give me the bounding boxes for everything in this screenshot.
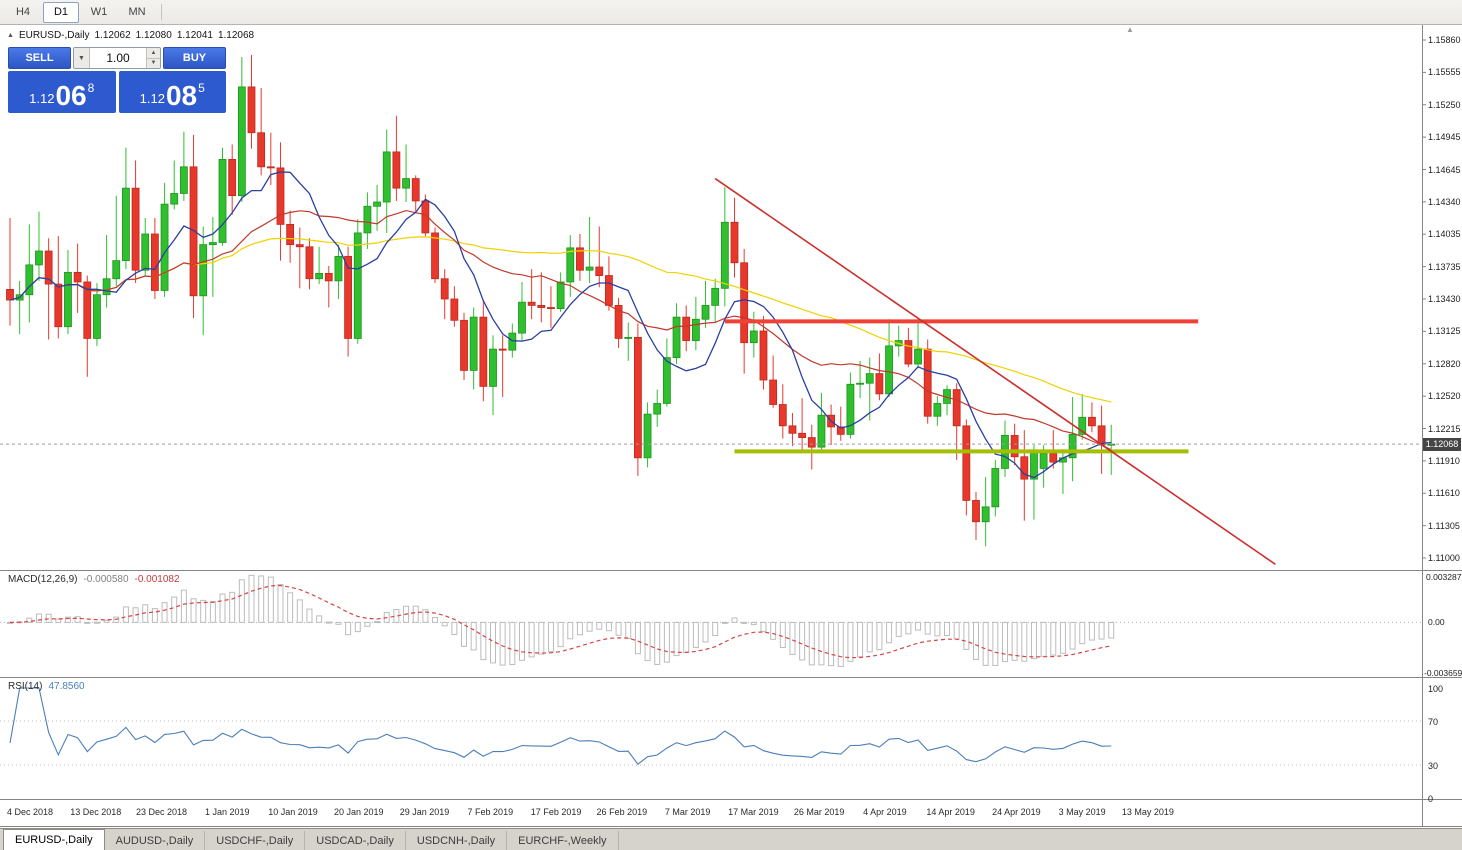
ohlc-close: 1.12068 — [217, 30, 255, 41]
tab-eurusd-daily[interactable]: EURUSD-,Daily — [3, 829, 105, 850]
timeframe-button-h4[interactable]: H4 — [15, 6, 31, 18]
ohlc-low: 1.12041 — [176, 30, 213, 41]
timeframe-button-w1[interactable]: W1 — [90, 6, 108, 18]
rsi-name: RSI(14) — [8, 681, 43, 692]
chart-tabs-bar: EURUSD-,Daily AUDUSD-,Daily USDCHF-,Dail… — [0, 828, 1462, 850]
chart-shift-marker-icon[interactable]: ▲ — [1126, 25, 1134, 34]
sell-price-head: 1.12 — [29, 91, 55, 106]
macd-value-main: -0.000580 — [83, 574, 129, 585]
one-click-trading-widget: SELL ▼ 1.00 ▲ ▼ BUY 1.12 06 8 1.12 08 5 — [8, 47, 226, 113]
buy-price-pipette: 5 — [198, 81, 205, 95]
chart-title-symbol: EURUSD-,Daily — [18, 30, 90, 41]
sell-price-pipette: 8 — [87, 81, 95, 95]
timeframe-button-d1[interactable]: D1 — [43, 1, 79, 23]
descending-trendline[interactable] — [714, 177, 1276, 566]
tab-usdchf-daily[interactable]: USDCHF-,Daily — [205, 831, 306, 850]
volume-down-icon[interactable]: ▼ — [147, 58, 160, 68]
macd-signal-line — [9, 584, 1112, 659]
buy-price-big: 08 — [165, 80, 198, 111]
rsi-label: RSI(14) 47.8560 — [8, 681, 85, 692]
symbol-marker-icon: ▲ — [7, 32, 14, 39]
ohlc-high: 1.12080 — [135, 30, 172, 41]
rsi-line — [9, 687, 1112, 765]
buy-price-panel[interactable]: 1.12 08 5 — [118, 71, 226, 113]
tab-audusd-daily[interactable]: AUDUSD-,Daily — [105, 831, 206, 850]
sell-button[interactable]: SELL — [8, 47, 71, 69]
moving-average-20 — [9, 209, 1112, 451]
sell-price-panel[interactable]: 1.12 06 8 — [8, 71, 116, 113]
toolbar-separator — [161, 4, 162, 20]
moving-average-8 — [9, 171, 1112, 479]
ohlc-open: 1.12062 — [94, 30, 131, 41]
volume-control[interactable]: ▼ 1.00 ▲ ▼ — [73, 47, 161, 69]
buy-button[interactable]: BUY — [163, 47, 226, 69]
candles — [6, 54, 1116, 547]
buy-price-head: 1.12 — [139, 91, 165, 106]
volume-up-icon[interactable]: ▲ — [147, 48, 160, 59]
macd-label: MACD(12,26,9) -0.000580 -0.001082 — [8, 574, 180, 585]
timeframe-button-mn[interactable]: MN — [128, 6, 146, 18]
current-price-badge: 1.12068 — [1423, 437, 1461, 451]
volume-input[interactable]: 1.00 — [106, 51, 130, 65]
timeframe-toolbar: H4 D1 W1 MN — [0, 0, 1462, 25]
tab-usdcnh-daily[interactable]: USDCNH-,Daily — [406, 831, 508, 850]
macd-name: MACD(12,26,9) — [8, 574, 78, 585]
macd-histogram — [7, 574, 1115, 667]
volume-dropdown-icon[interactable]: ▼ — [74, 48, 90, 68]
chart-title: ▲ EURUSD-,Daily 1.12062 1.12080 1.12041 … — [7, 30, 254, 41]
sell-price-big: 06 — [55, 80, 87, 111]
tab-eurchf-weekly[interactable]: EURCHF-,Weekly — [507, 831, 619, 850]
macd-value-signal: -0.001082 — [134, 574, 180, 585]
tab-usdcad-daily[interactable]: USDCAD-,Daily — [305, 831, 406, 850]
rsi-value: 47.8560 — [48, 681, 85, 692]
